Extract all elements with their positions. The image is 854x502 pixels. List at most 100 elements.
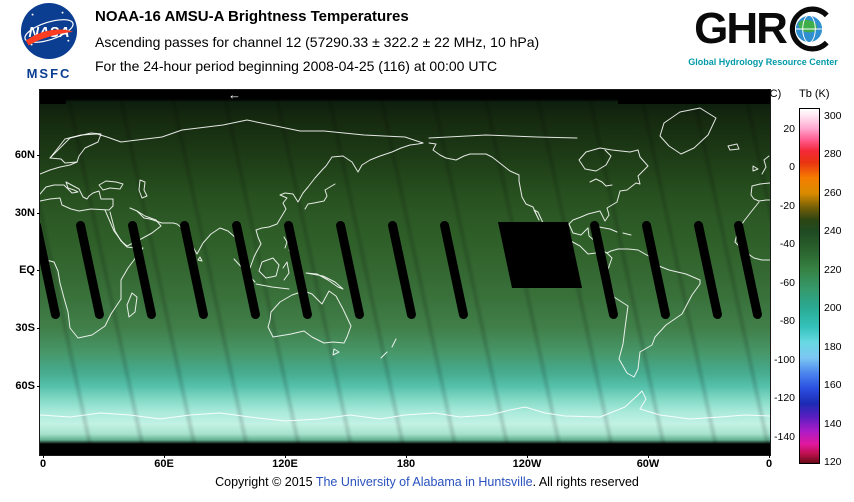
- celsius-tick--100: -100: [773, 353, 795, 366]
- coast-black-sea: [98, 180, 124, 191]
- nasa-meatball-icon: NASA: [20, 2, 78, 60]
- missing-data-top-right: [618, 90, 770, 104]
- coast-japan: [304, 183, 336, 210]
- header-titles: NOAA-16 AMSU-A Brightness Temperatures A…: [95, 9, 539, 83]
- lat-tickmark: [37, 386, 40, 387]
- coast-europe-north: [40, 161, 78, 175]
- subtitle-channel: Ascending passes for channel 12 (57290.3…: [95, 34, 540, 50]
- lat-tickmark: [37, 213, 40, 214]
- coast-iceland: [727, 143, 740, 151]
- copyright-link[interactable]: The University of Alabama in Huntsville: [315, 475, 533, 489]
- lat-label-60S: 60S: [15, 380, 35, 392]
- lat-label-60N: 60N: [14, 149, 35, 161]
- colorbar-unit-celsius: (C): [766, 88, 782, 100]
- lat-label-30S: 30S: [15, 322, 35, 334]
- coast-new-guinea: [305, 272, 344, 290]
- kelvin-tick-260: 260: [824, 186, 842, 199]
- celsius-tick-20: 20: [783, 122, 795, 135]
- lon-tickmark: [406, 455, 407, 458]
- coast-greenland: [659, 107, 717, 155]
- page-title: NOAA-16 AMSU-A Brightness Temperatures: [95, 8, 409, 25]
- pass-direction-arrow: ←: [228, 90, 241, 102]
- colorbar: [799, 108, 820, 464]
- coast-new-zealand: [380, 338, 397, 359]
- lon-tickmark: [43, 455, 44, 458]
- kelvin-tick-200: 200: [824, 302, 842, 315]
- lon-label-0: 0: [39, 458, 47, 470]
- coast-sri-lanka: [197, 256, 203, 262]
- lat-label-EQ: EQ: [19, 264, 35, 276]
- lon-label-180: 180: [396, 458, 416, 470]
- ghrc-globe-icon: [789, 6, 829, 52]
- msfc-label: MSFC: [26, 66, 72, 81]
- kelvin-tick-240: 240: [824, 225, 842, 238]
- colorbar-unit-kelvin: Tb (K): [799, 88, 830, 100]
- polar-cap-band-north: ←: [40, 90, 770, 102]
- lon-tickmark: [648, 455, 649, 458]
- ghrc-logo: GHR Global Hydrology Resource Center: [678, 3, 848, 67]
- coast-caspian-sea: [138, 179, 148, 199]
- lon-label-120E: 120E: [272, 458, 298, 470]
- coast-canada-arctic: [428, 134, 578, 139]
- subtitle-period: For the 24-hour period beginning 2008-04…: [95, 58, 498, 74]
- lat-tickmark: [37, 155, 40, 156]
- lat-tickmark: [37, 270, 40, 271]
- copyright-prefix: Copyright © 2015: [215, 475, 316, 489]
- kelvin-tick-180: 180: [824, 340, 842, 353]
- kelvin-tick-220: 220: [824, 263, 842, 276]
- celsius-tick--120: -120: [773, 392, 795, 405]
- kelvin-tick-300: 300: [824, 109, 842, 122]
- coast-africa: [40, 209, 144, 339]
- kelvin-tick-160: 160: [824, 379, 842, 392]
- kelvin-tick-140: 140: [824, 417, 842, 430]
- coast-british-isles: [752, 155, 770, 175]
- missing-data-top-left: [40, 90, 66, 104]
- lon-label-60W: 60W: [636, 458, 660, 470]
- coast-sulawesi: [282, 261, 290, 281]
- lon-tickmark: [285, 455, 286, 458]
- coast-arabia: [109, 207, 162, 247]
- ghrc-tagline: Global Hydrology Resource Center: [688, 57, 838, 67]
- kelvin-tick-120: 120: [824, 456, 842, 469]
- coast-iberia: [750, 182, 770, 202]
- coast-tasmania: [332, 348, 340, 356]
- coast-madagascar: [126, 292, 138, 318]
- coast-asia-south-east: [136, 142, 424, 269]
- coastlines-overlay: [40, 107, 770, 422]
- coast-mediterranean: [40, 181, 114, 212]
- lon-label-60E: 60E: [154, 458, 174, 470]
- world-map-plot: ←: [39, 89, 771, 456]
- lon-tickmark: [769, 455, 770, 458]
- ghrc-wordmark: GHR: [678, 3, 848, 55]
- lat-label-30N: 30N: [14, 207, 35, 219]
- coast-cuba-hispaniola: [598, 226, 632, 236]
- celsius-tick--60: -60: [779, 276, 795, 289]
- nasa-logo: NASA MSFC: [12, 2, 86, 81]
- lon-label-120W: 120W: [512, 458, 542, 470]
- ghrc-acronym: GHR: [694, 4, 788, 53]
- coast-java: [255, 283, 290, 290]
- celsius-tick--80: -80: [779, 315, 795, 328]
- coast-antarctica: [40, 390, 770, 422]
- celsius-tick--40: -40: [779, 238, 795, 251]
- coast-scandinavia: [49, 132, 102, 164]
- coast-hudson-bay: [578, 147, 639, 172]
- coast-north-america-west: [428, 142, 608, 255]
- celsius-tick-0: 0: [789, 161, 795, 174]
- polar-cap-band-south: [40, 444, 770, 455]
- celsius-tick--20: -20: [779, 199, 795, 212]
- lon-label-0: 0: [765, 458, 773, 470]
- missing-data-region: [497, 222, 583, 288]
- coast-eurasia-arctic: [49, 119, 424, 159]
- coast-great-lakes: [589, 178, 613, 187]
- lon-tickmark: [164, 455, 165, 458]
- coast-north-america-east: [568, 149, 649, 236]
- lon-tickmark: [527, 455, 528, 458]
- kelvin-tick-280: 280: [824, 148, 842, 161]
- lat-tickmark: [37, 328, 40, 329]
- footer-copyright: Copyright © 2015 The University of Alaba…: [0, 475, 854, 489]
- celsius-tick--140: -140: [773, 430, 795, 443]
- coast-borneo: [258, 257, 280, 279]
- copyright-suffix: . All rights reserved: [532, 475, 639, 489]
